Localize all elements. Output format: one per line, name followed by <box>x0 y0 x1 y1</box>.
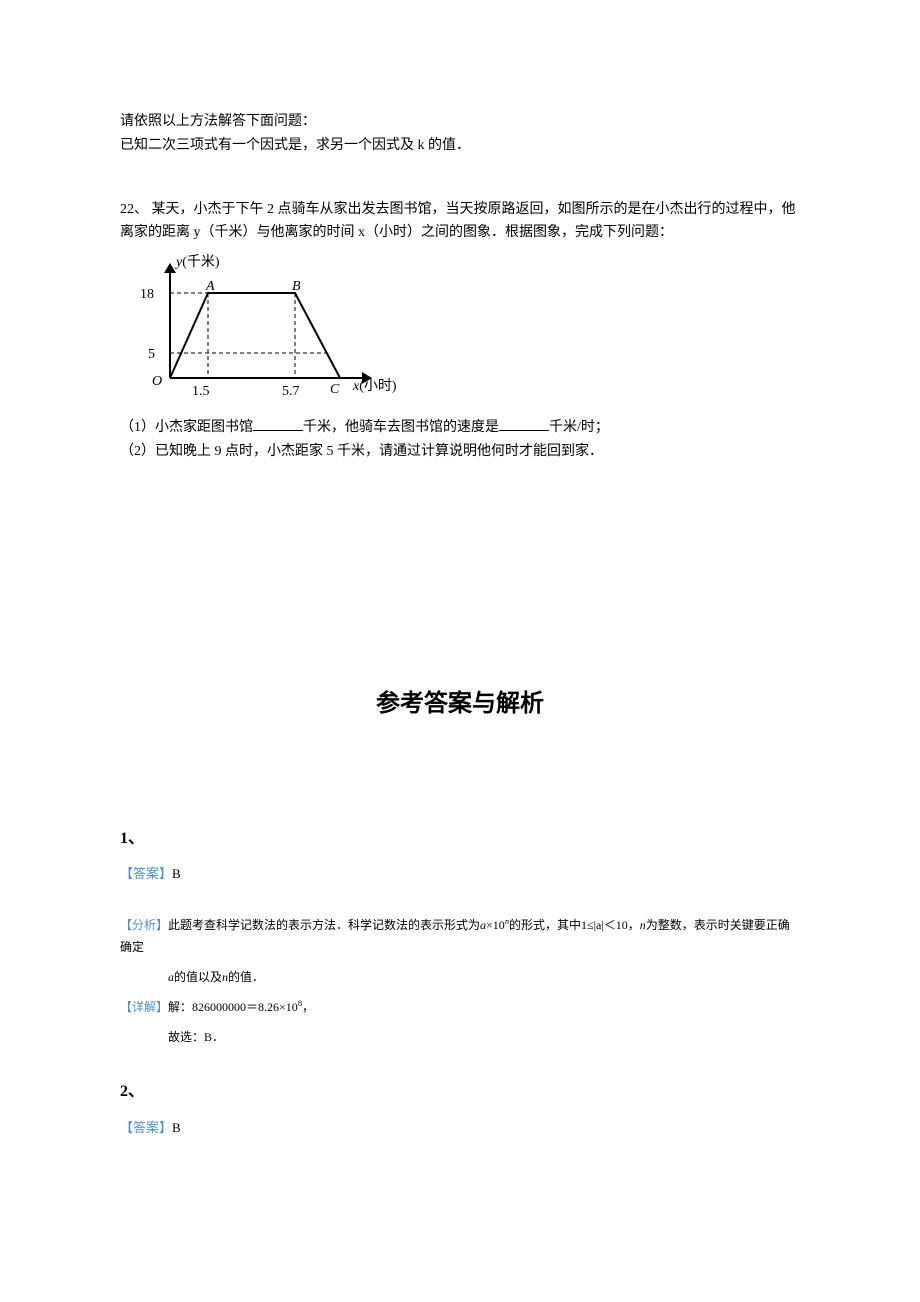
q22-sub2: （2）已知晚上 9 点时，小杰距家 5 千米，请通过计算说明他何时才能回到家． <box>120 440 800 464</box>
answer-2: 2、 【答案】B <box>120 1078 800 1140</box>
answer-tag-2: 【答案】 <box>120 1120 172 1135</box>
answer-1-analysis-line2: a的值以及n的值． <box>120 967 800 989</box>
q22-sub1-c: 千米/时； <box>549 420 609 435</box>
blank-distance <box>253 417 303 431</box>
q21-line2: 已知二次三项式有一个因式是，求另一个因式及 k 的值． <box>120 134 800 158</box>
q21-line1: 请依照以上方法解答下面问题： <box>120 110 800 134</box>
answer-1-number: 1、 <box>120 825 800 852</box>
answer-1-value: B <box>172 866 181 881</box>
blank-speed <box>499 417 549 431</box>
answer-1: 1、 【答案】B 【分析】此题考查科学记数法的表示方法．科学记数法的表示形式为a… <box>120 825 800 1049</box>
answers-title: 参考答案与解析 <box>120 684 800 725</box>
q22-intro-text: 某天，小杰于下午 2 点骑车从家出发去图书馆，当天按原路返回，如图所示的是在小杰… <box>120 202 796 241</box>
point-A-label: A <box>206 275 215 299</box>
answer-1-analysis: 【分析】此题考查科学记数法的表示方法．科学记数法的表示形式为a×10n的形式，其… <box>120 914 800 958</box>
point-C-label: C <box>330 378 339 402</box>
answer-1-detail-line2: 故选：B． <box>120 1027 800 1049</box>
question-22: 22、 某天，小杰于下午 2 点骑车从家出发去图书馆，当天按原路返回，如图所示的… <box>120 198 800 464</box>
answer-tag: 【答案】 <box>120 866 172 881</box>
y-tick-5: 5 <box>148 343 155 367</box>
origin-label: O <box>152 370 162 394</box>
y-tick-18: 18 <box>140 283 154 307</box>
q22-sub1: （1）小杰家距图书馆 千米，他骑车去图书馆的速度是 千米/时； <box>120 416 800 440</box>
answer-2-number: 2、 <box>120 1078 800 1105</box>
q22-number: 22、 <box>120 202 148 217</box>
q22-sub1-b: 千米，他骑车去图书馆的速度是 <box>303 420 499 435</box>
analysis-tag: 【分析】 <box>120 918 168 932</box>
x-axis-label: x(小时) <box>353 375 397 399</box>
answer-1-answer: 【答案】B <box>120 862 800 887</box>
detail-tag: 【详解】 <box>120 1000 168 1014</box>
answer-2-value: B <box>172 1120 181 1135</box>
chart-svg <box>130 253 390 398</box>
answer-2-answer: 【答案】B <box>120 1116 800 1141</box>
point-B-label: B <box>292 275 301 299</box>
q22-sub1-a: （1）小杰家距图书馆 <box>120 420 253 435</box>
q22-intro: 22、 某天，小杰于下午 2 点骑车从家出发去图书馆，当天按原路返回，如图所示的… <box>120 198 800 246</box>
answer-1-detail: 【详解】解：826000000＝8.26×108， <box>120 996 800 1019</box>
x-tick-1-5: 1.5 <box>192 380 210 404</box>
question-21-fragment: 请依照以上方法解答下面问题： 已知二次三项式有一个因式是，求另一个因式及 k 的… <box>120 110 800 158</box>
distance-time-chart: y(千米) A B C 18 5 O 1.5 5.7 x(小时) <box>130 253 410 408</box>
x-tick-5-7: 5.7 <box>282 380 300 404</box>
y-axis-label: y(千米) <box>176 251 220 275</box>
